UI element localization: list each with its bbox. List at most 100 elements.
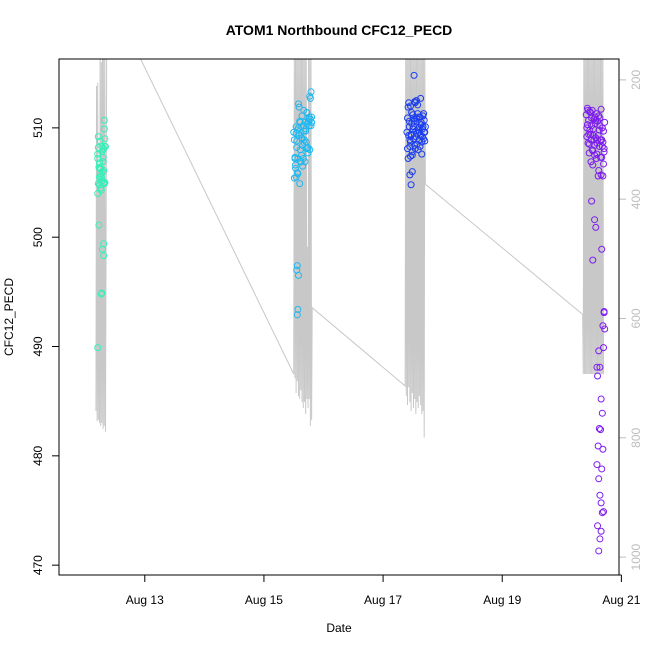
data-point [597, 171, 605, 179]
data-point [305, 113, 313, 121]
data-point [589, 132, 597, 140]
data-point [414, 101, 422, 109]
data-point [591, 216, 599, 224]
data-point [420, 128, 428, 136]
data-point [593, 461, 601, 469]
data-point [94, 150, 102, 158]
data-point [599, 445, 607, 453]
data-point [591, 113, 599, 121]
data-point [595, 475, 603, 483]
x-tick-label: Aug 17 [364, 593, 402, 607]
data-point [420, 110, 428, 118]
data-point [94, 133, 102, 141]
data-point [584, 106, 592, 114]
data-point [415, 128, 423, 136]
data-point [304, 149, 312, 157]
data-point [417, 94, 425, 102]
data-point [599, 172, 607, 180]
secondary-tick-label: 200 [629, 70, 643, 90]
data-point [307, 88, 315, 96]
data-point [594, 522, 602, 530]
data-point [597, 395, 605, 403]
series-group [582, 104, 609, 555]
y-tick-label: 500 [31, 227, 45, 247]
y-tick-label: 510 [31, 118, 45, 138]
data-point [589, 256, 597, 264]
data-point [594, 442, 602, 450]
data-point [600, 508, 608, 516]
data-point [414, 146, 422, 154]
data-point [596, 114, 604, 122]
data-point [405, 123, 413, 131]
data-point [593, 139, 601, 147]
data-point [406, 142, 414, 150]
data-point [294, 100, 302, 108]
data-point [597, 499, 605, 507]
secondary-tick-label: 1000 [629, 543, 643, 570]
data-point [296, 118, 304, 126]
data-point [95, 221, 103, 229]
data-point [418, 150, 426, 158]
data-point [409, 123, 417, 131]
data-point [594, 372, 602, 380]
data-point [594, 136, 602, 144]
data-point [94, 344, 102, 352]
data-point [598, 245, 606, 253]
data-point [413, 117, 421, 125]
axes: Aug 13 Aug 15 Aug 17 Aug 19 Aug 21 470 480 490 5… [31, 70, 643, 607]
data-point [299, 154, 307, 162]
chart-title: ATOM1 Northbound CFC12_PECD [226, 22, 453, 38]
data-point [595, 425, 603, 433]
data-point [597, 105, 605, 113]
data-point [292, 129, 300, 137]
secondary-tick-label: 400 [629, 189, 643, 209]
data-point [302, 127, 310, 135]
secondary-tick-label: 800 [629, 427, 643, 447]
data-point [408, 168, 416, 176]
data-point [601, 118, 609, 126]
data-point [596, 491, 604, 499]
data-point [597, 527, 605, 535]
data-point [600, 308, 608, 316]
data-point [587, 158, 595, 166]
data-point [588, 114, 596, 122]
data-point [591, 151, 599, 159]
data-point [97, 290, 105, 298]
data-point [307, 122, 315, 130]
data-point [99, 146, 107, 154]
series-group [290, 88, 316, 319]
data-point [408, 151, 416, 159]
data-point [100, 167, 108, 175]
data-point [308, 113, 316, 121]
data-point [100, 116, 108, 124]
data-point [404, 145, 412, 153]
data-point [598, 465, 606, 473]
data-point [593, 363, 601, 371]
data-point [293, 266, 301, 274]
x-tick-label: Aug 15 [245, 593, 283, 607]
data-point [415, 113, 423, 121]
series-group [94, 116, 109, 352]
data-point [406, 138, 414, 146]
data-point [99, 158, 107, 166]
data-point [594, 172, 602, 180]
data-point [293, 311, 301, 319]
data-point [407, 132, 415, 140]
data-point [598, 509, 606, 517]
data-point [294, 305, 302, 313]
data-point [412, 133, 420, 141]
plot-frame [58, 58, 620, 576]
data-point [410, 71, 418, 79]
data-point [597, 153, 605, 161]
data-point [96, 137, 104, 145]
data-point [296, 180, 304, 188]
data-point [96, 173, 104, 181]
data-point [598, 136, 606, 144]
data-point [596, 122, 604, 130]
y-axis-label: CFC12_PECD [2, 278, 16, 356]
y-tick-label: 470 [31, 555, 45, 575]
y-tick-label: 480 [31, 446, 45, 466]
data-points [94, 71, 609, 555]
data-point [100, 240, 108, 248]
